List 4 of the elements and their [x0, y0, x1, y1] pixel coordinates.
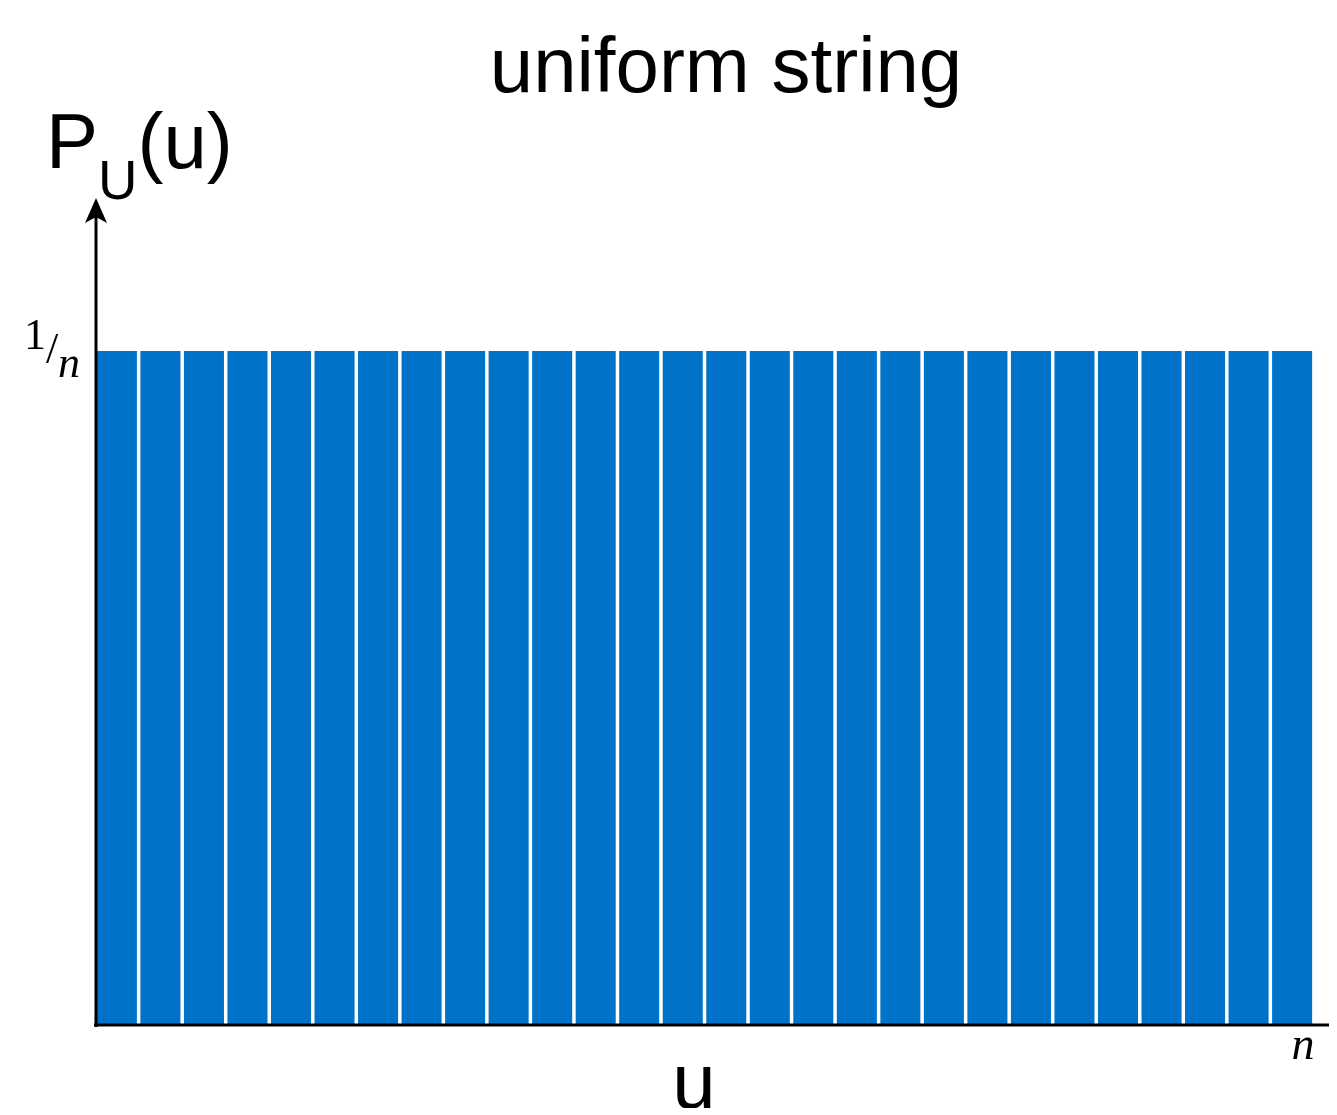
chart-title: uniform string	[489, 21, 963, 109]
text: 1/n	[23, 310, 81, 387]
y-axis-title: P$_{U}$(u)	[46, 97, 233, 211]
annotation: n	[1291, 1018, 1315, 1069]
